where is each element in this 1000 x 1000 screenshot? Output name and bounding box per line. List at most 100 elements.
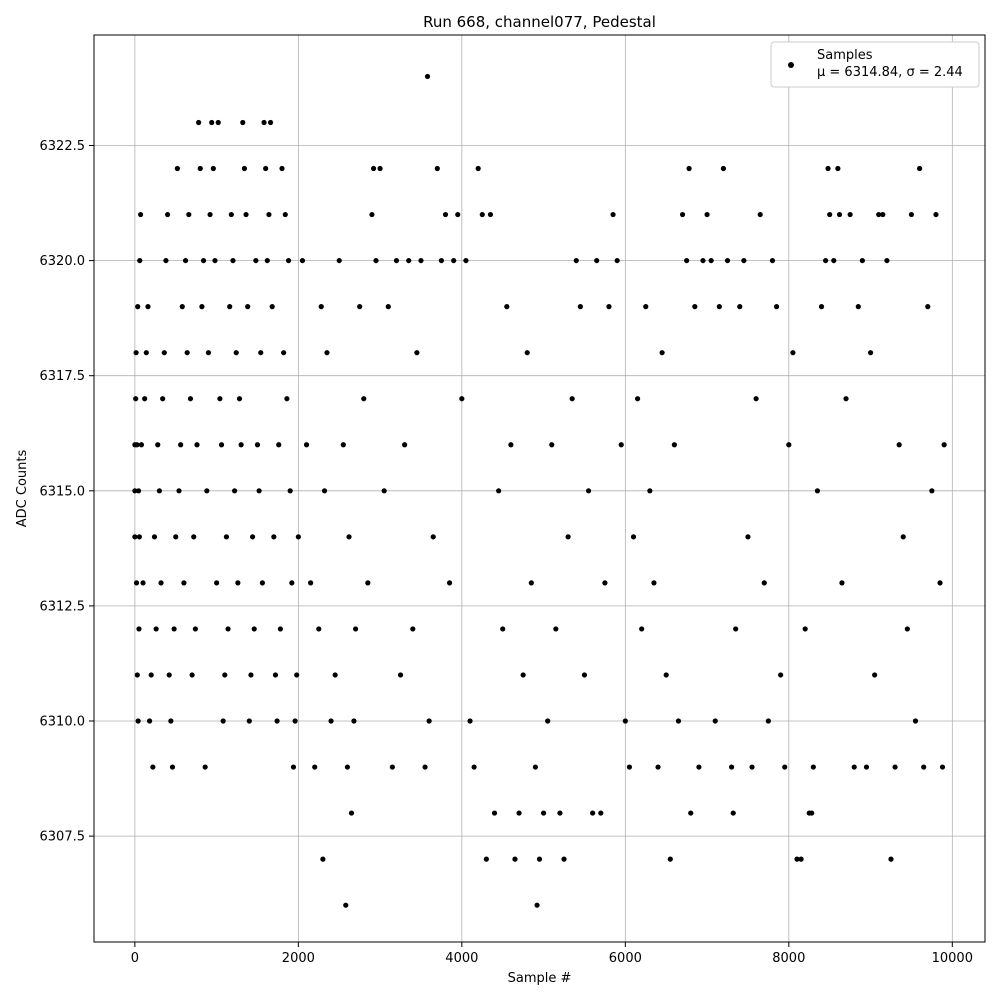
data-point	[835, 165, 841, 172]
data-point	[696, 764, 702, 770]
data-point	[351, 718, 357, 724]
data-point	[133, 350, 139, 356]
data-point	[189, 672, 195, 678]
data-point	[496, 488, 502, 494]
data-point	[295, 534, 301, 540]
data-point	[724, 257, 731, 264]
data-point	[267, 119, 274, 126]
data-point	[442, 211, 449, 218]
data-point	[223, 534, 230, 540]
data-point	[176, 488, 182, 494]
data-point	[704, 211, 710, 218]
data-point	[618, 442, 624, 448]
data-point	[243, 211, 249, 218]
data-point	[377, 165, 383, 172]
data-point	[277, 626, 283, 632]
data-point	[765, 718, 771, 724]
data-point	[160, 396, 166, 402]
data-point	[761, 580, 767, 586]
data-point	[434, 165, 440, 172]
data-point	[475, 165, 481, 172]
data-point	[859, 257, 865, 264]
data-point	[900, 534, 906, 540]
data-point	[602, 580, 608, 586]
data-point	[179, 304, 185, 310]
data-point	[217, 396, 223, 402]
data-point	[308, 580, 314, 586]
data-point	[414, 350, 420, 356]
data-point	[426, 718, 432, 724]
data-point	[912, 718, 919, 724]
data-point	[532, 764, 539, 770]
data-point	[365, 580, 371, 586]
data-point	[798, 856, 804, 862]
data-point	[202, 764, 208, 770]
data-point	[430, 534, 436, 540]
data-point	[888, 856, 894, 862]
legend: Samples μ = 6314.84, σ = 2.44	[770, 41, 980, 88]
data-point	[598, 810, 604, 816]
data-point	[863, 764, 870, 770]
data-point	[343, 902, 349, 908]
data-point	[545, 718, 551, 724]
data-point	[778, 672, 784, 678]
data-point	[240, 119, 246, 126]
data-point	[508, 442, 514, 448]
data-point	[210, 165, 216, 172]
data-point	[181, 580, 187, 586]
data-point	[479, 211, 485, 218]
data-point	[606, 304, 612, 310]
data-point	[626, 764, 633, 770]
data-point	[786, 442, 792, 448]
data-point	[192, 626, 198, 632]
data-point	[156, 488, 162, 494]
data-point	[659, 350, 665, 356]
data-point	[135, 304, 141, 310]
data-point	[634, 396, 641, 402]
data-point	[132, 534, 138, 540]
data-point	[158, 580, 164, 586]
data-point	[651, 580, 657, 586]
data-point	[230, 257, 236, 264]
plot-area-frame	[93, 34, 986, 943]
data-point	[467, 718, 473, 724]
data-point	[639, 626, 645, 632]
data-point	[274, 718, 280, 724]
data-point	[233, 350, 239, 356]
y-axis-label: ADC Counts	[15, 450, 30, 528]
data-point	[199, 304, 205, 310]
data-point	[561, 856, 567, 862]
data-point	[320, 856, 326, 862]
data-point	[814, 488, 821, 494]
data-point	[299, 257, 306, 264]
x-axis-label: Sample #	[508, 971, 572, 986]
data-point	[178, 442, 184, 448]
data-point	[753, 396, 759, 402]
data-point	[941, 442, 947, 448]
data-point	[569, 396, 575, 402]
data-point	[228, 211, 234, 218]
data-point	[324, 350, 330, 356]
data-point	[254, 442, 261, 448]
x-tick-label: 2000	[282, 951, 315, 966]
data-point	[263, 165, 269, 172]
data-point	[823, 257, 829, 264]
data-point	[245, 304, 251, 310]
data-point	[389, 764, 395, 770]
data-point	[336, 257, 342, 264]
data-point	[643, 304, 649, 310]
data-point	[827, 211, 833, 218]
data-point	[136, 626, 142, 632]
data-point	[720, 165, 727, 172]
data-point	[487, 211, 494, 218]
legend-marker	[788, 62, 794, 68]
data-point	[769, 257, 776, 264]
data-point	[136, 534, 142, 540]
data-point	[500, 626, 506, 632]
data-point	[134, 442, 140, 448]
y-tick-label: 6312.5	[40, 599, 86, 614]
data-point	[357, 304, 363, 310]
data-point	[728, 764, 735, 770]
data-point	[418, 257, 424, 264]
legend-label: Samples	[817, 48, 873, 63]
